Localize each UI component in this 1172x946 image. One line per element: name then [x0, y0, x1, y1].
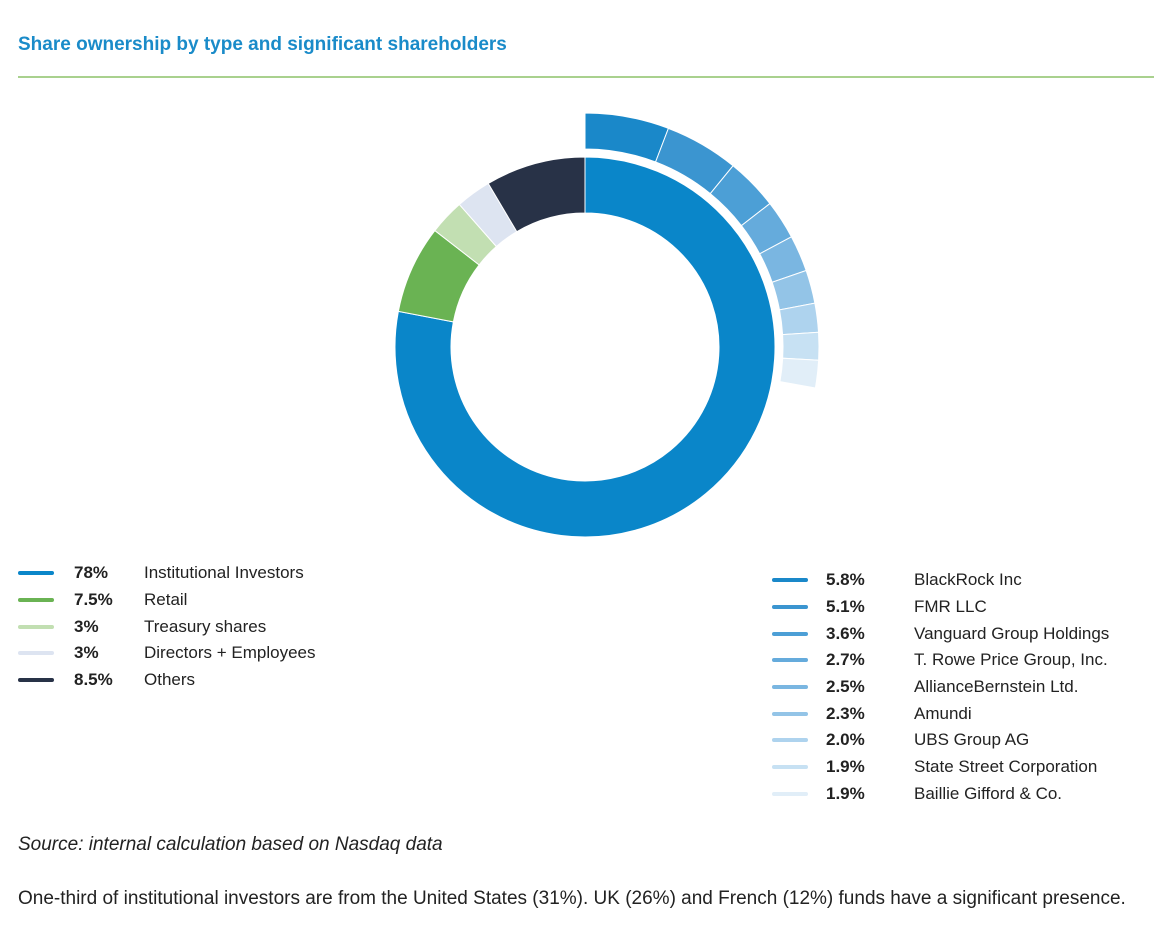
ownership-type-legend: 78% Institutional Investors 7.5% Retail … — [18, 560, 315, 693]
legend-label: Others — [144, 670, 196, 690]
legend-swatch — [772, 658, 808, 663]
legend-item-t-rowe-price: 2.7% T. Rowe Price Group, Inc. — [772, 647, 1109, 674]
legend-value: 3.6% — [826, 623, 865, 643]
legend-label: AllianceBernstein Ltd. — [914, 677, 1079, 697]
legend-item-blackrock: 5.8% BlackRock Inc — [772, 567, 1109, 594]
legend-label: FMR LLC — [914, 597, 987, 617]
legend-value: 2.0% — [826, 730, 865, 750]
legend-item-treasury-shares: 3% Treasury shares — [18, 613, 315, 640]
legend-label: Retail — [144, 590, 188, 610]
legend-item-directors-employees: 3% Directors + Employees — [18, 640, 315, 667]
legend-item-state-street: 1.9% State Street Corporation — [772, 754, 1109, 781]
legend-value: 2.3% — [826, 703, 865, 723]
legend-label: Directors + Employees — [144, 643, 316, 663]
legend-swatch — [18, 571, 54, 576]
legend-label: Treasury shares — [144, 616, 267, 636]
legend-value: 1.9% — [826, 757, 865, 777]
legend-item-fmr: 5.1% FMR LLC — [772, 594, 1109, 621]
legend-swatch — [772, 631, 808, 636]
legend-item-retail: 7.5% Retail — [18, 587, 315, 614]
title-divider — [18, 76, 1154, 78]
outer-slice-baillie-gifford-co — [779, 357, 820, 389]
legend-label: Institutional Investors — [144, 563, 304, 583]
legend-swatch — [772, 711, 808, 716]
legend-swatch — [18, 651, 54, 656]
legend-label: State Street Corporation — [914, 757, 1098, 777]
legend-label: Baillie Gifford & Co. — [914, 783, 1063, 803]
legend-value: 7.5% — [74, 590, 113, 610]
outer-slice-state-street-corporation — [782, 331, 820, 361]
legend-value: 2.7% — [826, 650, 865, 670]
legend-swatch — [18, 678, 54, 683]
legend-label: Vanguard Group Holdings — [914, 623, 1110, 643]
footnote: One-third of institutional investors are… — [18, 888, 1126, 909]
legend-item-alliancebernstein: 2.5% AllianceBernstein Ltd. — [772, 674, 1109, 701]
legend-value: 1.9% — [826, 783, 865, 803]
legend-value: 78% — [74, 563, 109, 583]
legend-label: T. Rowe Price Group, Inc. — [914, 650, 1108, 670]
legend-value: 3% — [74, 643, 99, 663]
legend-label: Amundi — [914, 703, 972, 723]
legend-value: 5.8% — [826, 570, 865, 590]
outer-slice-blackrock-inc — [584, 112, 670, 163]
legend-item-institutional-investors: 78% Institutional Investors — [18, 560, 315, 587]
legend-item-baillie-gifford: 1.9% Baillie Gifford & Co. — [772, 781, 1109, 808]
legend-item-amundi: 2.3% Amundi — [772, 700, 1109, 727]
legend-swatch — [18, 598, 54, 603]
chart-title: Share ownership by type and significant … — [18, 34, 507, 55]
legend-value: 2.5% — [826, 677, 865, 697]
shareholders-legend: 5.8% BlackRock Inc 5.1% FMR LLC 3.6% Van… — [772, 567, 1109, 807]
legend-item-others: 8.5% Others — [18, 667, 315, 694]
source-note: Source: internal calculation based on Na… — [18, 834, 443, 855]
legend-swatch — [18, 624, 54, 629]
legend-value: 3% — [74, 616, 99, 636]
legend-swatch — [772, 738, 808, 743]
slice-others — [487, 156, 586, 233]
legend-value: 8.5% — [74, 670, 113, 690]
slice-institutional-investors — [394, 156, 776, 538]
donut-chart — [394, 112, 820, 538]
legend-swatch — [772, 791, 808, 796]
legend-swatch — [772, 578, 808, 583]
legend-swatch — [772, 765, 808, 770]
legend-value: 5.1% — [826, 597, 865, 617]
legend-label: UBS Group AG — [914, 730, 1030, 750]
legend-swatch — [772, 685, 808, 690]
legend-label: BlackRock Inc — [914, 570, 1022, 590]
legend-item-vanguard: 3.6% Vanguard Group Holdings — [772, 620, 1109, 647]
legend-item-ubs: 2.0% UBS Group AG — [772, 727, 1109, 754]
legend-swatch — [772, 605, 808, 610]
